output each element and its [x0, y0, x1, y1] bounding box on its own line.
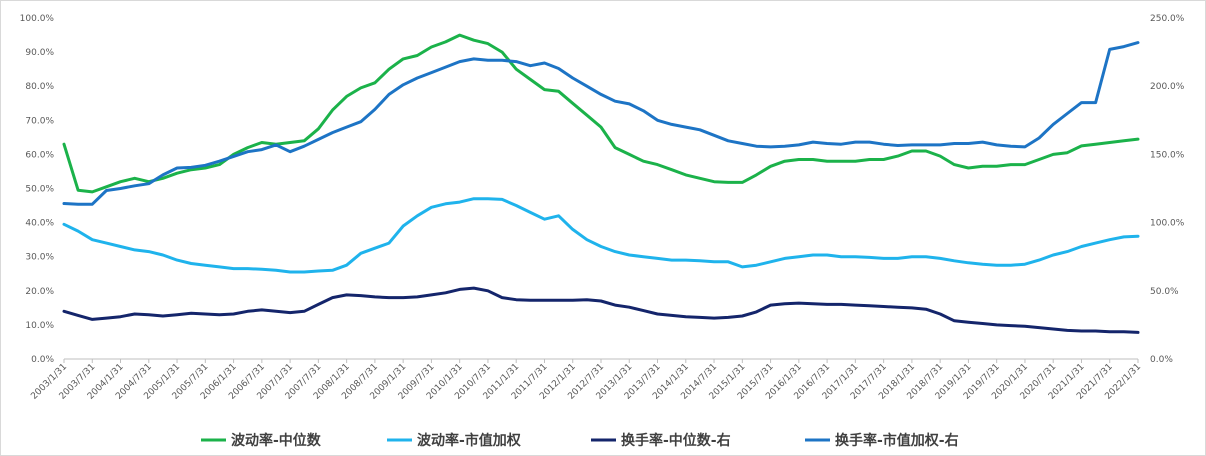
left-axis-tick-label: 70.0% [25, 116, 54, 126]
left-axis-tick-label: 50.0% [25, 185, 54, 195]
left-axis-tick-label: 80.0% [25, 82, 54, 92]
series-line-4 [62, 41, 1140, 206]
legend-label-1: 波动率-中位数 [231, 432, 322, 449]
series-line-2 [62, 197, 1140, 274]
left-axis-tick-label: 60.0% [25, 150, 54, 160]
series-line-3 [62, 286, 1140, 334]
right-axis-tick-label: 50.0% [1150, 287, 1179, 297]
left-axis-tick-label: 100.0% [20, 14, 55, 24]
left-axis-tick-label: 0.0% [31, 355, 54, 365]
left-axis-tick-label: 90.0% [25, 48, 54, 58]
legend-label-4: 换手率-市值加权-右 [835, 432, 959, 449]
legend-label-2: 波动率-市值加权 [417, 432, 522, 449]
left-axis-tick-label: 40.0% [25, 219, 54, 229]
legend-label-3: 换手率-中位数-右 [621, 432, 731, 449]
left-axis-tick-label: 10.0% [25, 321, 54, 331]
right-axis-tick-label: 100.0% [1150, 219, 1185, 229]
series-line-1 [62, 33, 1140, 194]
right-axis-tick-label: 0.0% [1150, 355, 1173, 365]
series-layer [62, 33, 1140, 334]
legend: 波动率-中位数 波动率-市值加权 换手率-中位数-右 换手率-市值加权-右 [201, 432, 959, 449]
right-axis-tick-label: 200.0% [1150, 82, 1185, 92]
left-axis-tick-label: 30.0% [25, 253, 54, 263]
right-axis-tick-label: 150.0% [1150, 150, 1185, 160]
right-axis-tick-label: 250.0% [1150, 14, 1185, 24]
left-axis-tick-label: 20.0% [25, 287, 54, 297]
